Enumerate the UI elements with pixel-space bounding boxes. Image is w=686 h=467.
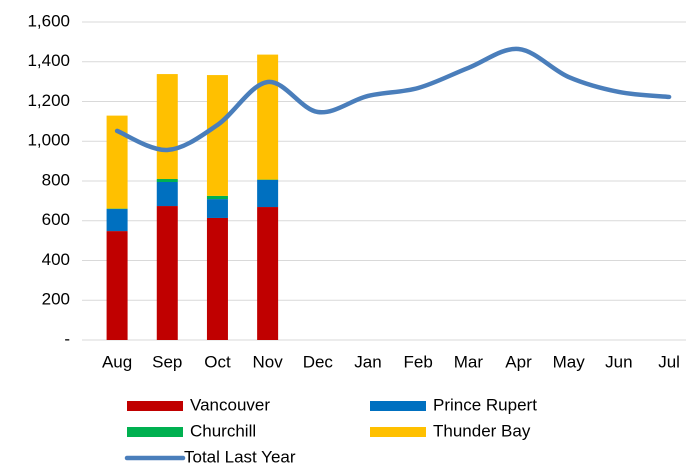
- y-tick-label: 600: [42, 210, 70, 229]
- bar-segment: [156, 206, 178, 340]
- x-tick-label: May: [553, 352, 586, 371]
- y-tick-label: 1,400: [27, 51, 70, 70]
- bar-segment: [206, 75, 228, 196]
- y-tick-label: 200: [42, 290, 70, 309]
- x-tick-label: Jan: [354, 352, 381, 371]
- legend-label: Total Last Year: [184, 447, 296, 466]
- x-tick-label: Oct: [204, 352, 231, 371]
- bar-segment: [206, 195, 228, 200]
- x-tick-label: Dec: [303, 352, 334, 371]
- bar-segment: [206, 199, 228, 218]
- x-tick-label: Mar: [454, 352, 484, 371]
- x-tick-label: Jul: [658, 352, 680, 371]
- x-tick-label: Sep: [152, 352, 182, 371]
- y-tick-label: 800: [42, 170, 70, 189]
- y-tick-label: 400: [42, 250, 70, 269]
- y-tick-label: 1,200: [27, 91, 70, 110]
- bar-segment: [106, 115, 128, 209]
- bar-segment: [106, 209, 128, 232]
- legend-label: Prince Rupert: [433, 395, 537, 414]
- legend-swatch: [127, 401, 183, 411]
- y-tick-label: 1,000: [27, 131, 70, 150]
- legend-swatch: [370, 427, 426, 437]
- bar-segment: [257, 54, 279, 180]
- bar-segment: [106, 231, 128, 340]
- x-tick-label: Jun: [605, 352, 632, 371]
- x-tick-label: Feb: [404, 352, 433, 371]
- y-tick-label: -: [64, 329, 70, 348]
- y-tick-label: 1,600: [27, 11, 70, 30]
- bar-segment: [156, 181, 178, 207]
- legend-label: Vancouver: [190, 395, 270, 414]
- bar-segment: [257, 180, 279, 208]
- bar-segment: [156, 74, 178, 180]
- line: [114, 46, 672, 153]
- legend-swatch: [370, 401, 426, 411]
- legend-label: Churchill: [190, 421, 256, 440]
- bar-segment: [257, 207, 279, 340]
- legend-label: Thunder Bay: [433, 421, 531, 440]
- x-tick-label: Aug: [102, 352, 132, 371]
- x-tick-label: Nov: [253, 352, 284, 371]
- x-tick-label: Apr: [505, 352, 532, 371]
- bar-segment: [206, 217, 228, 340]
- legend-swatch: [127, 427, 183, 437]
- bar-segment: [156, 179, 178, 182]
